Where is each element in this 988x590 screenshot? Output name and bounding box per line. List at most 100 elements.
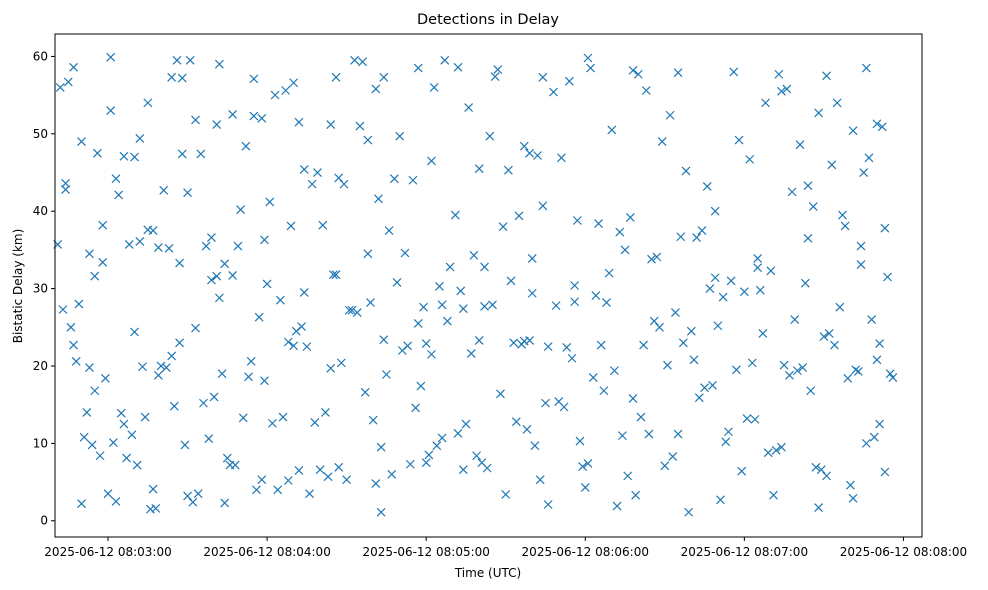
data-point: [872, 355, 882, 365]
data-point: [806, 386, 816, 396]
data-point: [853, 366, 863, 376]
data-point: [249, 74, 259, 84]
data-point: [379, 335, 389, 345]
data-point: [480, 262, 489, 272]
data-point: [519, 141, 529, 151]
data-point: [392, 277, 402, 287]
data-point: [252, 485, 261, 495]
data-point: [79, 432, 89, 442]
data-point: [572, 216, 582, 225]
data-point: [350, 55, 360, 65]
data-point: [233, 241, 243, 251]
data-point: [299, 164, 309, 174]
data-point: [541, 398, 550, 408]
data-point: [623, 471, 633, 481]
data-point: [196, 149, 206, 159]
data-point: [885, 369, 895, 379]
data-point: [678, 338, 688, 348]
data-point: [138, 362, 147, 372]
data-point: [307, 179, 317, 189]
data-point: [708, 380, 717, 390]
data-point: [111, 496, 121, 506]
data-point: [323, 472, 333, 482]
data-point: [843, 373, 853, 383]
data-point: [562, 342, 572, 352]
x-tick-label: 2025-06-12 08:03:00: [44, 545, 171, 559]
data-point: [360, 387, 370, 397]
data-point: [214, 59, 224, 69]
y-tick-label: 30: [33, 282, 48, 296]
data-point: [535, 475, 545, 485]
data-point: [183, 491, 192, 501]
data-point: [408, 175, 418, 185]
data-point: [103, 489, 113, 499]
data-point: [130, 327, 139, 337]
y-tick-label: 40: [33, 204, 48, 218]
data-point: [660, 461, 670, 471]
data-point: [220, 498, 230, 508]
data-point: [397, 346, 407, 355]
data-point: [318, 220, 328, 230]
data-point: [289, 341, 299, 351]
data-point: [368, 415, 378, 425]
data-point: [135, 236, 145, 246]
data-point: [289, 78, 299, 88]
data-point: [416, 381, 426, 391]
data-point: [649, 316, 659, 326]
data-point: [209, 392, 219, 402]
data-point: [718, 292, 728, 302]
data-point: [217, 369, 227, 379]
data-point: [77, 499, 86, 509]
y-tick-label: 20: [33, 359, 48, 373]
data-point: [260, 235, 269, 245]
data-point: [352, 308, 362, 318]
data-point: [845, 480, 855, 490]
data-point: [246, 356, 256, 366]
data-point: [169, 401, 179, 411]
data-point: [692, 233, 702, 242]
data-point: [856, 241, 866, 251]
data-point: [753, 253, 763, 263]
data-point: [472, 451, 481, 461]
data-point: [135, 134, 145, 143]
data-point: [167, 351, 177, 361]
data-point: [244, 372, 253, 382]
data-point: [130, 152, 139, 162]
data-point: [453, 428, 463, 438]
data-point: [864, 153, 874, 163]
data-point: [100, 373, 110, 383]
x-tick-label: 2025-06-12 08:06:00: [522, 545, 649, 559]
data-point: [705, 284, 715, 294]
data-point: [694, 393, 704, 403]
data-point: [673, 429, 683, 439]
data-point: [610, 366, 619, 376]
data-point: [445, 262, 455, 272]
data-point: [419, 302, 428, 312]
data-point: [188, 497, 198, 507]
data-point: [98, 220, 108, 230]
data-point: [519, 336, 529, 346]
data-point: [583, 53, 593, 63]
data-point: [835, 302, 845, 312]
data-point: [61, 185, 71, 194]
data-point: [116, 408, 126, 418]
data-point: [339, 179, 349, 189]
chart-title: Detections in Delay: [417, 12, 559, 28]
data-point: [734, 135, 744, 145]
x-tick-label: 2025-06-12 08:08:00: [840, 545, 967, 559]
data-point: [822, 71, 831, 81]
data-point: [747, 358, 757, 368]
data-point: [267, 418, 277, 428]
data-point: [241, 141, 251, 151]
data-point: [488, 300, 497, 310]
data-point: [490, 72, 500, 81]
data-point: [222, 453, 232, 463]
data-point: [183, 188, 192, 198]
data-point: [66, 322, 76, 332]
data-point: [236, 205, 246, 215]
data-point: [384, 226, 394, 235]
data-point: [238, 413, 248, 423]
data-point: [265, 197, 275, 207]
data-point: [461, 419, 471, 429]
y-tick-label: 0: [40, 514, 48, 528]
